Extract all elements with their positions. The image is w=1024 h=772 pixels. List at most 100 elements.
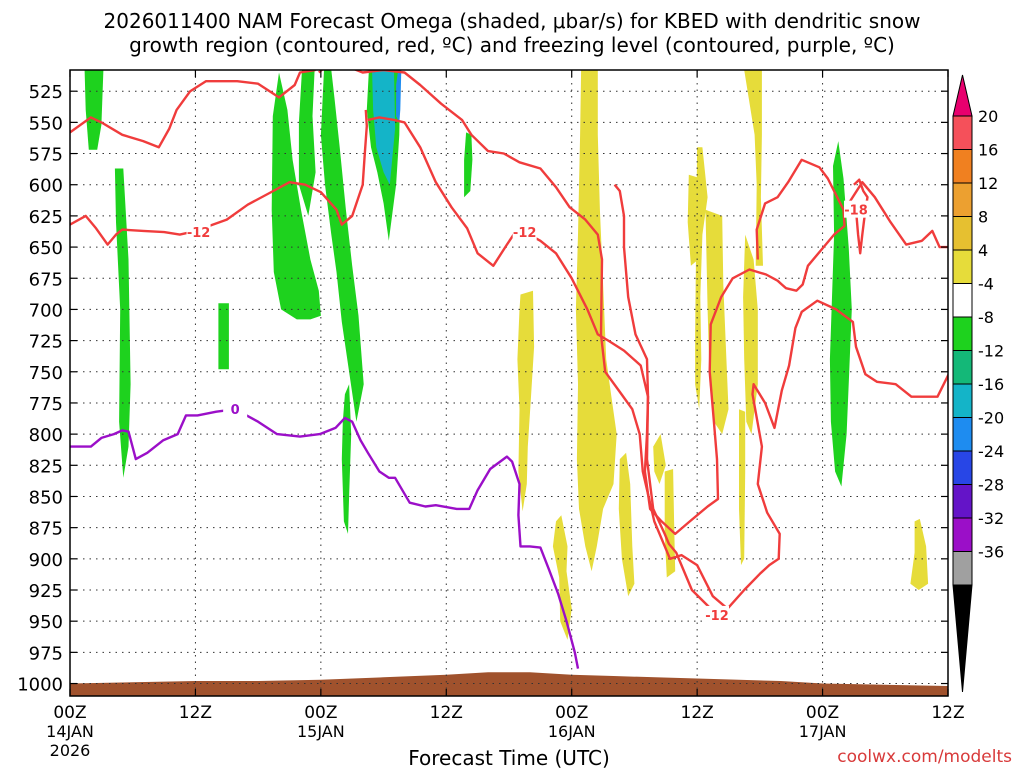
x-tick-date: 16JAN [548, 722, 596, 741]
colorbar-label: -4 [978, 275, 994, 294]
colorbar-label: -28 [978, 476, 1004, 495]
contour-dgz-right-12 [847, 180, 948, 249]
colorbar-label: -12 [978, 342, 1004, 361]
x-tick-year: 2026 [50, 741, 91, 760]
colorbar-bin [952, 450, 973, 485]
colorbar-label: 4 [978, 241, 988, 260]
contour-dgz-main-12 [318, 70, 948, 610]
contour-dgz-top-12 [70, 70, 316, 149]
x-tick-label: 12Z [681, 703, 714, 723]
x-tick-label: 12Z [430, 703, 463, 723]
colorbar-label: 8 [978, 208, 988, 227]
colorbar-label: 12 [978, 174, 998, 193]
colorbar-bin [952, 417, 973, 452]
omega-shade-region-5 [320, 70, 364, 422]
omega-shade-region-22 [739, 409, 746, 566]
colorbar-bin [952, 551, 973, 586]
omega-shade-region-14 [618, 452, 635, 597]
x-tick-label: 00Z [304, 703, 337, 723]
omega-shade-region-0 [84, 70, 104, 150]
colorbar-bin [952, 249, 973, 284]
colorbar-label: -36 [978, 543, 1004, 562]
colorbar-bin [952, 182, 973, 217]
omega-shade-region-11 [517, 290, 535, 512]
x-tick-label: 00Z [53, 703, 86, 723]
colorbar-bin [952, 350, 973, 385]
omega-shade-region-10 [464, 132, 473, 198]
colorbar-bin [952, 383, 973, 418]
x-tick-label: 00Z [806, 703, 839, 723]
contour-label-freezing-level-0: 0 [231, 403, 240, 418]
x-tick-date: 17JAN [799, 722, 847, 741]
x-tick-label: 00Z [555, 703, 588, 723]
omega-shade-region-7 [372, 70, 396, 185]
contour-label-dgz-middle-12: -12 [513, 226, 537, 241]
contour-label-bg [223, 400, 248, 418]
y-tick-label: 750 [29, 363, 63, 384]
chart-title-line2: growth region (contoured, red, ºC) and f… [129, 33, 895, 57]
contour-dgz-bottom-12 [70, 109, 368, 246]
y-tick-label: 625 [29, 207, 63, 228]
y-tick-label: 850 [29, 487, 63, 508]
y-tick-label: 525 [29, 82, 63, 103]
omega-shade-region-13 [575, 70, 617, 572]
omega-shade-region-4 [298, 70, 316, 216]
contour-label-dgz-main-12: -12 [705, 609, 729, 624]
omega-shade-region-23 [910, 518, 929, 590]
omega-shade-region-18 [695, 147, 708, 410]
colorbar-bin [952, 115, 973, 150]
contour-label-bg [186, 223, 211, 241]
colorbar-label: -32 [978, 509, 1004, 528]
y-tick-label: 775 [29, 394, 63, 415]
colorbar-bin [952, 484, 973, 519]
contour-label-dgz-18: -18 [844, 204, 868, 219]
y-tick-label: 925 [29, 581, 63, 602]
x-tick-label: 12Z [931, 703, 964, 723]
plot-frame [69, 69, 949, 697]
y-tick-label: 650 [29, 238, 63, 259]
colorbar-label: -20 [978, 409, 1004, 428]
x-tick-date: 14JAN [46, 722, 94, 741]
colorbar-bottom-arrow [952, 584, 973, 693]
y-tick-label: 875 [29, 519, 63, 540]
colorbar-bin [952, 149, 973, 184]
colorbar-bin [952, 216, 973, 251]
y-tick-label: 975 [29, 643, 63, 664]
omega-shade-region-3 [271, 72, 321, 320]
omega-shade-region-20 [744, 70, 763, 266]
y-tick-label: 1000 [17, 675, 63, 696]
x-tick-date: 15JAN [297, 722, 345, 741]
x-axis-title: Forecast Time (UTC) [408, 746, 610, 768]
contour-label-bg [705, 605, 730, 623]
omega-shade-region-15 [653, 434, 666, 484]
colorbar-label: 16 [978, 141, 998, 160]
terrain-fill [70, 672, 948, 696]
contour-dgz-middle-12 [367, 116, 718, 616]
omega-shade-region-1 [114, 168, 131, 478]
contour-dgz-inner-12 [613, 158, 846, 536]
y-tick-label: 725 [29, 332, 63, 353]
y-tick-label: 675 [29, 269, 63, 290]
colorbar-label: -16 [978, 375, 1004, 394]
x-tick-label: 12Z [179, 703, 212, 723]
colorbar-bin [952, 517, 973, 552]
colorbar-label: 20 [978, 107, 998, 126]
y-tick-label: 700 [29, 300, 63, 321]
y-tick-label: 550 [29, 113, 63, 134]
chart-title-line1: 2026011400 NAM Forecast Omega (shaded, μ… [104, 9, 921, 33]
colorbar-bin [952, 283, 973, 318]
omega-shade-region-8 [396, 70, 402, 123]
y-tick-label: 900 [29, 550, 63, 571]
colorbar-label: -24 [978, 442, 1004, 461]
contour-label-dgz-bottom-12: -12 [187, 226, 211, 241]
y-tick-label: 600 [29, 176, 63, 197]
omega-shade-region-2 [218, 303, 229, 370]
contour-freezing-level-0 [70, 408, 580, 669]
colorbar-label: -8 [978, 308, 994, 327]
contour-label-bg [844, 200, 869, 218]
y-tick-label: 575 [29, 145, 63, 166]
colorbar-bin [952, 316, 973, 351]
y-tick-label: 950 [29, 612, 63, 633]
omega-shade-region-17 [687, 174, 699, 266]
